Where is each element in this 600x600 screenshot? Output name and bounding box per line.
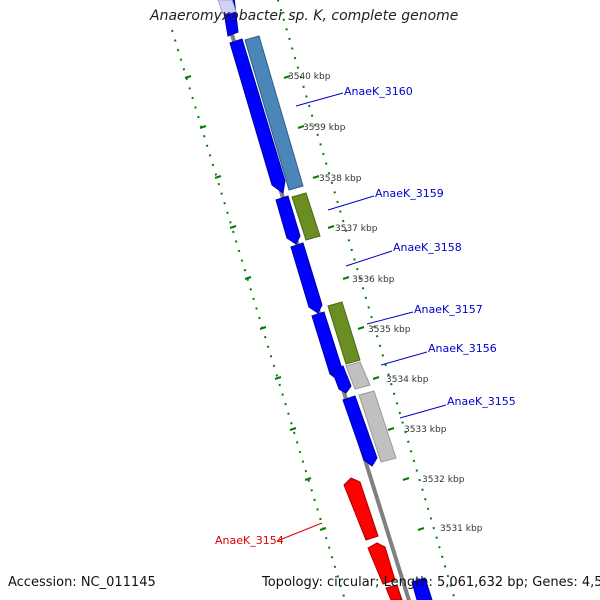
cog-block-gray[interactable] (345, 361, 371, 390)
outer-ring-major-ticks (283, 75, 425, 531)
tick-label: 3538 kbp (319, 174, 362, 184)
cog-block-gray[interactable] (358, 390, 397, 463)
gene-label-anaek-3158[interactable]: AnaeK_3158 (393, 241, 462, 254)
forward-cds-block[interactable] (290, 242, 323, 314)
tick-label: 3539 kbp (303, 123, 346, 133)
reverse-cds-block[interactable] (367, 542, 396, 585)
tick-label: 3533 kbp (404, 425, 447, 435)
leader-line (276, 522, 323, 542)
leader-line (345, 250, 393, 267)
cog-block-olive[interactable] (327, 301, 361, 365)
tick-label: 3536 kbp (352, 275, 395, 285)
gene-label-anaek-3160[interactable]: AnaeK_3160 (344, 85, 413, 98)
cog-block-lavender[interactable] (217, 0, 237, 15)
gene-label-anaek-3154[interactable]: AnaeK_3154 (215, 534, 284, 547)
forward-cds-block[interactable] (229, 38, 286, 194)
map-title: Anaeromyxobacter sp. K, complete genome (150, 8, 459, 24)
forward-cds-block[interactable] (411, 577, 433, 600)
leader-line (380, 351, 428, 366)
tick-label: 3534 kbp (386, 375, 429, 385)
forward-cds-block[interactable] (275, 195, 301, 245)
forward-cds-block[interactable] (342, 395, 378, 467)
leader-line (295, 92, 344, 107)
inner-ring-major-ticks (184, 75, 327, 531)
topology-summary-text: Topology: circular; Length: 5,061,632 bp… (262, 575, 600, 590)
tick-label: 3535 kbp (368, 325, 411, 335)
reverse-strand-cds (343, 477, 403, 600)
tick-label: 3532 kbp (422, 475, 465, 485)
tick-labels: 3540 kbp 3539 kbp 3538 kbp 3537 kbp 3536… (288, 72, 483, 534)
reverse-cds-block[interactable] (385, 584, 403, 600)
tick-label: 3531 kbp (440, 524, 483, 534)
tick-label: 3537 kbp (335, 224, 378, 234)
leader-line (327, 195, 375, 211)
cog-block-steelblue[interactable] (244, 35, 304, 191)
gene-label-anaek-3157[interactable]: AnaeK_3157 (414, 303, 483, 316)
cog-block-olive[interactable] (291, 192, 321, 241)
gene-label-leaders (276, 92, 447, 542)
accession-text: Accession: NC_011145 (8, 575, 156, 590)
tick-label: 3540 kbp (288, 72, 331, 82)
gene-labels: AnaeK_3160 AnaeK_3159 AnaeK_3158 AnaeK_3… (215, 85, 516, 547)
reverse-cds-block[interactable] (343, 477, 379, 541)
leader-line (399, 404, 447, 419)
forward-cds-block[interactable] (331, 365, 352, 394)
leader-line (366, 311, 414, 325)
forward-strand-cds (221, 0, 433, 600)
gene-label-anaek-3155[interactable]: AnaeK_3155 (447, 395, 516, 408)
gene-label-anaek-3159[interactable]: AnaeK_3159 (375, 187, 444, 200)
gene-label-anaek-3156[interactable]: AnaeK_3156 (428, 342, 497, 355)
outer-tick-ring (276, 0, 456, 600)
